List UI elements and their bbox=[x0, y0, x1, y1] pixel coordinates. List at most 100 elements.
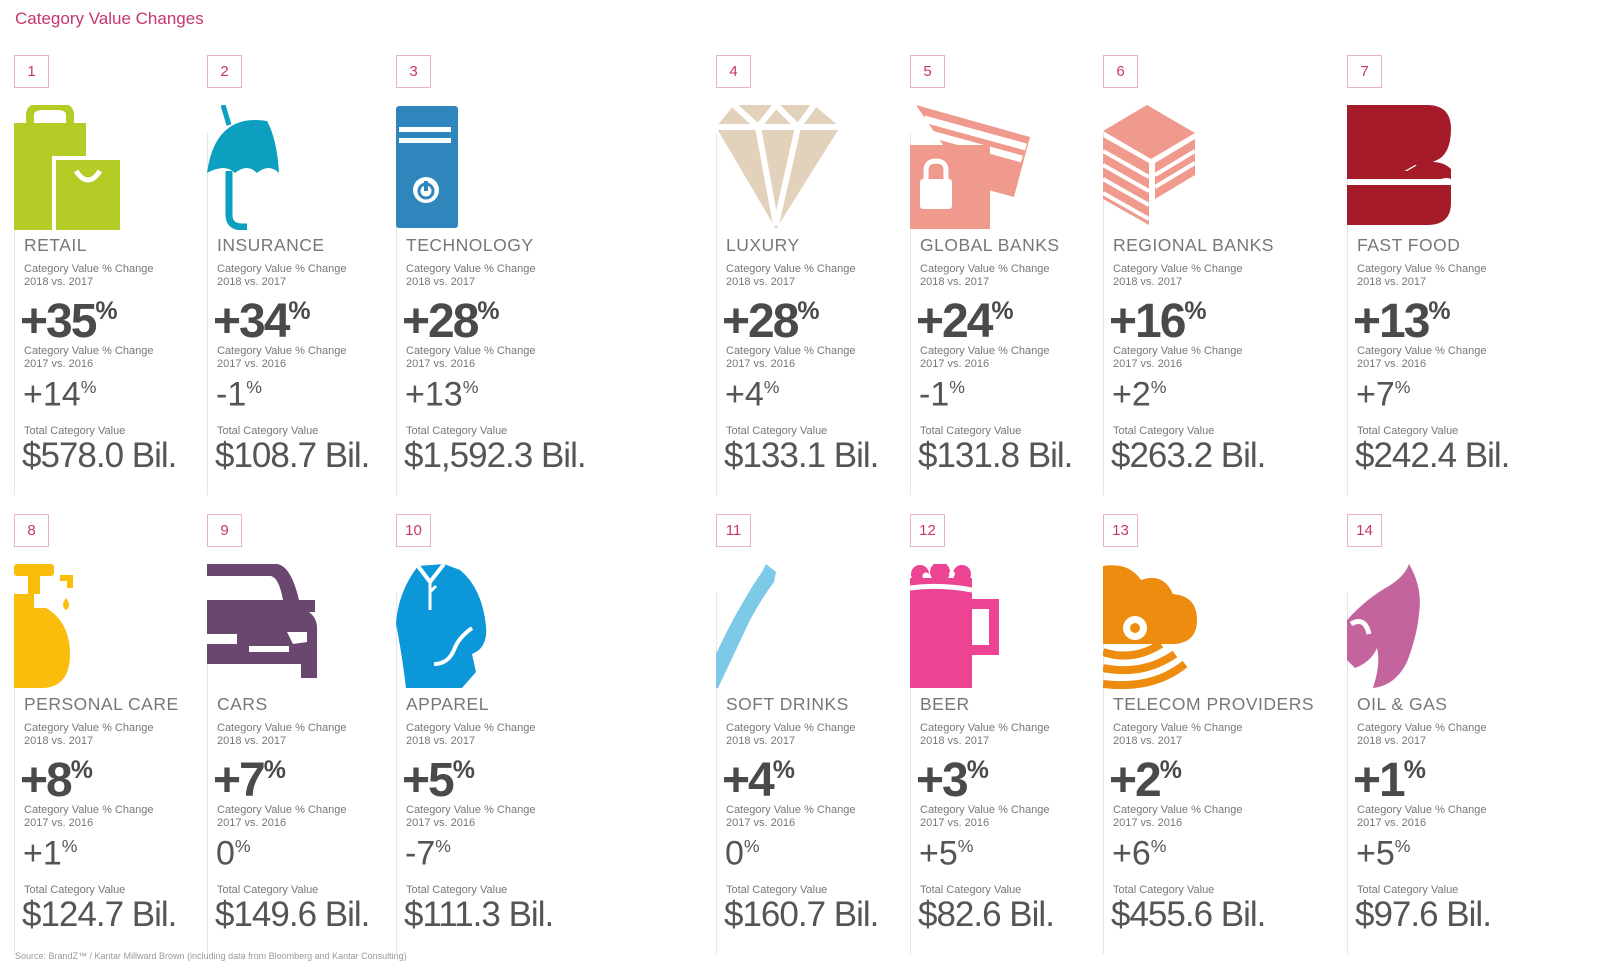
total-label: Total Category Value bbox=[24, 425, 126, 437]
category-card: 1 RETAIL Category Value % Change 2018 vs.… bbox=[14, 55, 199, 495]
computer-tower-icon bbox=[396, 105, 526, 230]
change-2017-label: Category Value % Change 2017 vs. 2016 bbox=[1357, 345, 1487, 370]
change-2018-value: +35% bbox=[20, 294, 118, 348]
total-value: $149.6 Bil. bbox=[215, 895, 370, 934]
car-icon bbox=[207, 564, 337, 689]
change-2018-value: +7% bbox=[213, 753, 286, 807]
category-card: 12 BEER Category Value % Change 2018 vs. … bbox=[910, 514, 1095, 954]
change-2018-value: +1% bbox=[1353, 753, 1426, 807]
rank-badge: 10 bbox=[396, 514, 431, 547]
change-2018-label: Category Value % Change 2018 vs. 2017 bbox=[406, 722, 536, 747]
total-label: Total Category Value bbox=[1357, 884, 1459, 896]
change-2018-label: Category Value % Change 2018 vs. 2017 bbox=[1357, 263, 1487, 288]
change-2017-value: +5% bbox=[919, 834, 974, 873]
total-value: $133.1 Bil. bbox=[724, 436, 879, 475]
total-value: $97.6 Bil. bbox=[1355, 895, 1492, 934]
category-name: FAST FOOD bbox=[1357, 235, 1461, 255]
change-2018-label: Category Value % Change 2018 vs. 2017 bbox=[726, 263, 856, 288]
total-value: $242.4 Bil. bbox=[1355, 436, 1510, 475]
change-2018-value: +3% bbox=[916, 753, 989, 807]
soap-bottle-icon bbox=[14, 564, 144, 689]
total-label: Total Category Value bbox=[1113, 425, 1215, 437]
change-2017-label: Category Value % Change 2017 vs. 2016 bbox=[1113, 345, 1243, 370]
category-card: 4 LUXURY Category Value % Change 2018 vs.… bbox=[716, 55, 901, 495]
card-divider bbox=[207, 133, 208, 495]
change-2018-label: Category Value % Change 2018 vs. 2017 bbox=[406, 263, 536, 288]
category-name: PERSONAL CARE bbox=[24, 694, 179, 714]
change-2017-value: +4% bbox=[725, 375, 780, 414]
rank-badge: 7 bbox=[1347, 55, 1382, 88]
total-label: Total Category Value bbox=[24, 884, 126, 896]
category-card: 2 INSURANCE Category Value % Change 2018 … bbox=[207, 55, 392, 495]
total-label: Total Category Value bbox=[406, 425, 508, 437]
diamond-icon bbox=[716, 105, 846, 230]
change-2017-value: -1% bbox=[919, 375, 965, 414]
umbrella-icon bbox=[207, 105, 337, 230]
total-label: Total Category Value bbox=[726, 425, 828, 437]
total-value: $111.3 Bil. bbox=[404, 895, 554, 934]
category-name: OIL & GAS bbox=[1357, 694, 1448, 714]
change-2018-label: Category Value % Change 2018 vs. 2017 bbox=[1113, 722, 1243, 747]
change-2017-label: Category Value % Change 2017 vs. 2016 bbox=[726, 804, 856, 829]
change-2018-label: Category Value % Change 2018 vs. 2017 bbox=[217, 722, 347, 747]
change-2017-value: +2% bbox=[1112, 375, 1167, 414]
total-value: $108.7 Bil. bbox=[215, 436, 370, 475]
total-label: Total Category Value bbox=[1357, 425, 1459, 437]
category-card: 9 CARS Category Value % Change 2018 vs. 2… bbox=[207, 514, 392, 954]
total-label: Total Category Value bbox=[406, 884, 508, 896]
category-name: RETAIL bbox=[24, 235, 87, 255]
rank-badge: 8 bbox=[14, 514, 49, 547]
change-2017-label: Category Value % Change 2017 vs. 2016 bbox=[406, 345, 536, 370]
category-card: 5 GLOBAL BANKS Category Value % Change 20… bbox=[910, 55, 1095, 495]
change-2018-value: +4% bbox=[722, 753, 795, 807]
total-value: $1,592.3 Bil. bbox=[404, 436, 587, 475]
card-lock-icon bbox=[910, 105, 1040, 230]
total-label: Total Category Value bbox=[217, 425, 319, 437]
total-value: $131.8 Bil. bbox=[918, 436, 1073, 475]
category-name: CARS bbox=[217, 694, 268, 714]
rank-badge: 3 bbox=[396, 55, 431, 88]
change-2018-value: +8% bbox=[20, 753, 93, 807]
card-divider bbox=[14, 592, 15, 954]
change-2017-label: Category Value % Change 2017 vs. 2016 bbox=[920, 345, 1050, 370]
change-2017-value: +14% bbox=[23, 375, 97, 414]
rank-badge: 5 bbox=[910, 55, 945, 88]
card-divider bbox=[1347, 592, 1348, 954]
rank-badge: 6 bbox=[1103, 55, 1138, 88]
change-2018-label: Category Value % Change 2018 vs. 2017 bbox=[24, 263, 154, 288]
total-value: $160.7 Bil. bbox=[724, 895, 879, 934]
change-2017-value: -7% bbox=[405, 834, 451, 873]
change-2017-label: Category Value % Change 2017 vs. 2016 bbox=[920, 804, 1050, 829]
change-2017-value: 0% bbox=[725, 834, 760, 873]
total-label: Total Category Value bbox=[920, 425, 1022, 437]
source-note: Source: BrandZ™ / Kantar Millward Brown … bbox=[15, 951, 407, 961]
change-2018-label: Category Value % Change 2018 vs. 2017 bbox=[217, 263, 347, 288]
category-name: INSURANCE bbox=[217, 235, 325, 255]
change-2018-label: Category Value % Change 2018 vs. 2017 bbox=[1357, 722, 1487, 747]
category-name: REGIONAL BANKS bbox=[1113, 235, 1274, 255]
card-divider bbox=[207, 592, 208, 954]
category-name: GLOBAL BANKS bbox=[920, 235, 1060, 255]
card-divider bbox=[1347, 133, 1348, 495]
change-2018-value: +34% bbox=[213, 294, 311, 348]
category-card: 3 TECHNOLOGY Category Value % Change 2018… bbox=[396, 55, 587, 495]
change-2017-label: Category Value % Change 2017 vs. 2016 bbox=[24, 345, 154, 370]
change-2018-value: +2% bbox=[1109, 753, 1182, 807]
change-2017-label: Category Value % Change 2017 vs. 2016 bbox=[1357, 804, 1487, 829]
category-card: 6 REGIONAL BANKS Category Value % Change… bbox=[1103, 55, 1288, 495]
category-name: TECHNOLOGY bbox=[406, 235, 534, 255]
card-divider bbox=[910, 592, 911, 954]
change-2018-value: +28% bbox=[402, 294, 500, 348]
category-card: 7 FAST FOOD Category Value % Change 2018 … bbox=[1347, 55, 1532, 495]
burger-icon bbox=[1347, 105, 1477, 230]
category-card: 14 OIL & GAS Category Value % Change 2018… bbox=[1347, 514, 1532, 954]
change-2018-label: Category Value % Change 2018 vs. 2017 bbox=[1113, 263, 1243, 288]
rank-badge: 4 bbox=[716, 55, 751, 88]
category-card: 8 PERSONAL CARE Category Value % Change 2… bbox=[14, 514, 199, 954]
flame-icon bbox=[1347, 564, 1477, 689]
card-divider bbox=[396, 133, 397, 495]
rank-badge: 9 bbox=[207, 514, 242, 547]
category-name: APPAREL bbox=[406, 694, 489, 714]
change-2017-value: +13% bbox=[405, 375, 479, 414]
rank-badge: 11 bbox=[716, 514, 751, 547]
